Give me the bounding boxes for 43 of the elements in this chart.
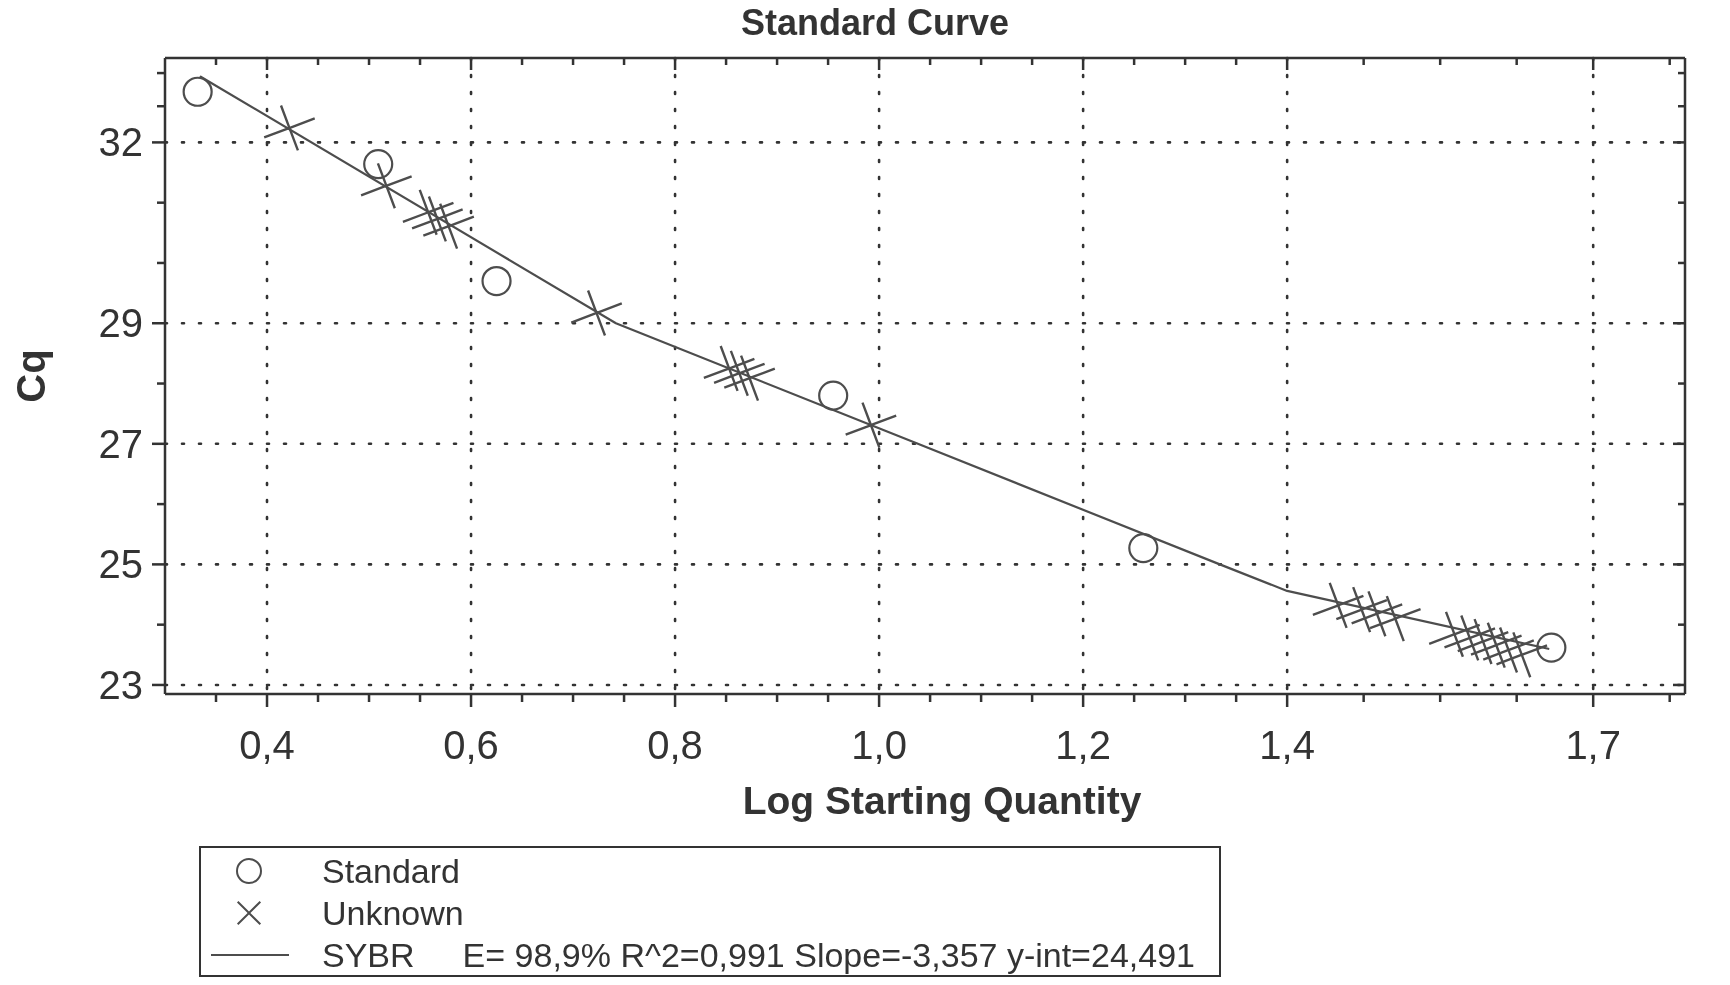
text: E= 98,9% R^2=0,991 Slope=-3,357 y-int=24,491 [462,935,1195,975]
point [1312,582,1364,629]
point [1482,627,1535,673]
point [1335,586,1388,633]
x-axis-title: Log Starting Quantity [741,778,1143,824]
x-tick-label: 0,4 [239,723,295,767]
point [1128,533,1159,564]
point [1496,631,1548,678]
x-tick-label: 1,7 [1565,723,1621,767]
point [1536,632,1567,663]
legend-label: Unknown [322,893,464,933]
x-tick-label: 0,8 [647,723,703,767]
y-tick-label: 27 [98,421,143,466]
point [1369,595,1421,642]
point [182,76,213,107]
x-tick-label: 1,2 [1055,723,1111,767]
point [360,162,413,209]
point [723,355,776,401]
chart-title: Standard Curve [739,2,1011,44]
y-axis-title: Cq [8,348,54,405]
point [402,189,454,236]
y-tick-label: 25 [98,542,143,587]
point [713,350,766,397]
y-tick-label: 32 [98,120,143,165]
point [411,196,464,242]
x-tick-label: 0,6 [443,723,499,767]
point [818,380,849,411]
point [845,402,897,449]
point [703,345,755,392]
point [422,203,475,250]
point [481,265,512,297]
point [1428,611,1481,658]
point [263,105,316,151]
legend-label: SYBR [322,935,415,975]
point [1351,590,1403,637]
point [570,290,623,336]
point [1457,618,1509,665]
point [363,149,394,180]
legend-label: Standard [322,851,460,891]
y-tick-label: 29 [98,301,143,346]
x-tick-label: 1,4 [1259,723,1315,767]
x-tick-label: 1,0 [851,723,907,767]
y-tick-label: 23 [98,662,143,707]
